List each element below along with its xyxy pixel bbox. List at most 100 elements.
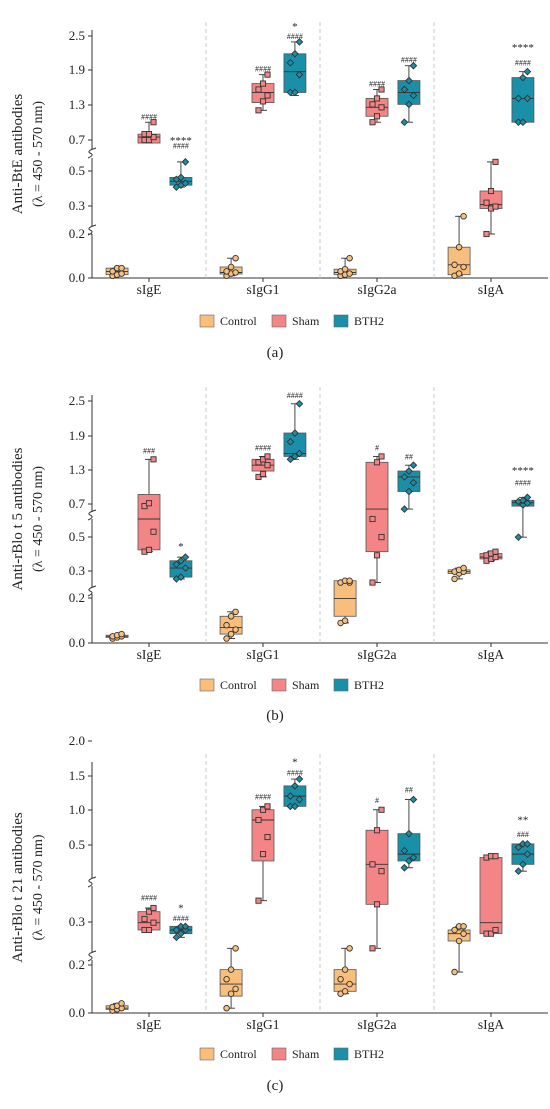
significance-mark: * [178, 541, 184, 553]
data-point [346, 270, 353, 277]
data-point [373, 901, 381, 908]
data-point [232, 626, 239, 633]
data-point [150, 904, 157, 912]
significance-mark: ### [143, 447, 155, 456]
data-point [341, 988, 349, 995]
box-bth2-1 [283, 775, 307, 811]
y-axis-subtitle: (λ = 450 - 570 nm) [31, 466, 46, 572]
y-tick-label: 1.9 [69, 428, 85, 443]
data-point [264, 92, 271, 99]
legend-swatch [271, 314, 287, 328]
y-tick-label: 0.5 [69, 837, 85, 852]
data-point [514, 843, 523, 852]
significance-mark: #### [173, 141, 189, 150]
data-point [400, 118, 409, 127]
legend-label: Control [220, 678, 257, 692]
y-axis-title: Anti-rBlo t 21 antibodies [10, 812, 26, 963]
box-control-3 [447, 564, 471, 583]
data-point [181, 922, 190, 931]
data-point [483, 199, 490, 206]
data-point [523, 67, 532, 76]
data-point [145, 546, 153, 553]
data-point [255, 816, 262, 824]
data-point [409, 795, 418, 804]
data-point [145, 926, 153, 934]
data-point [409, 853, 418, 862]
x-tick-label: sIgA [478, 1017, 504, 1032]
data-point [109, 268, 116, 275]
data-point [141, 915, 148, 923]
data-point [523, 840, 532, 848]
data-point [264, 462, 271, 469]
box-control-1 [219, 608, 243, 642]
y-axis-subtitle: (λ = 450 - 570 nm) [31, 834, 46, 940]
data-point [451, 575, 458, 583]
legend-swatch [199, 314, 215, 328]
data-point [227, 630, 235, 638]
data-point [378, 453, 385, 460]
legend-swatch [199, 1047, 215, 1061]
data-point [460, 564, 467, 572]
data-point [286, 455, 295, 464]
data-point [223, 635, 230, 642]
significance-mark: * [178, 903, 184, 915]
y-tick-label: 0.5 [69, 163, 85, 178]
data-point [291, 782, 299, 790]
data-point [341, 966, 349, 973]
axis-break-mark [87, 509, 97, 521]
data-point [514, 94, 523, 103]
data-point [337, 976, 344, 983]
significance-mark: #### [255, 65, 271, 74]
box-bth2-3 [511, 493, 535, 541]
axis-break-mark [87, 224, 97, 236]
data-point [519, 118, 527, 127]
data-point [400, 846, 409, 855]
box-bth2-2 [397, 795, 421, 872]
data-point [295, 775, 304, 783]
data-point [369, 861, 376, 868]
significance-mark: #### [369, 80, 385, 89]
data-point [259, 851, 267, 858]
box-bth2-1 [283, 399, 307, 464]
data-point [286, 437, 295, 446]
legend: Control Sham BTH2 [199, 314, 384, 328]
box-body [365, 829, 389, 905]
box-bth2-2 [397, 461, 421, 513]
legend-label: BTH2 [354, 314, 384, 328]
box-body [511, 77, 535, 123]
box-bth2-3 [511, 840, 535, 876]
axis-break-mark [87, 147, 97, 159]
significance-mark: #### [287, 391, 303, 400]
box-control-2 [333, 945, 357, 997]
data-point [181, 564, 190, 572]
data-point [177, 173, 185, 182]
legend-swatch [333, 1047, 349, 1061]
data-point [259, 806, 267, 813]
y-tick-label: 1.5 [69, 768, 85, 783]
legend-label: BTH2 [354, 1047, 384, 1061]
data-point [487, 187, 495, 195]
data-point [492, 158, 499, 165]
data-point [369, 579, 376, 586]
box-bth2-0 [169, 922, 193, 942]
x-tick-label: sIgE [137, 1017, 162, 1032]
data-point [400, 863, 409, 872]
y-tick-label: 2.0 [69, 733, 85, 748]
legend: Control Sham BTH2 [199, 1047, 384, 1061]
box-sham-1 [251, 803, 275, 904]
data-point [227, 263, 235, 271]
box-control-2 [333, 254, 357, 280]
data-point [409, 61, 418, 70]
data-point [341, 617, 349, 624]
data-point [255, 897, 262, 904]
data-point [286, 792, 295, 800]
box-control-1 [219, 254, 243, 280]
data-point [295, 70, 304, 79]
box-control-3 [447, 213, 471, 280]
y-axis-title: Anti-BtE antibodies [10, 94, 26, 215]
data-point [291, 452, 299, 461]
significance-mark: **** [170, 135, 192, 147]
data-point [523, 850, 532, 858]
data-point [460, 263, 467, 271]
data-point [492, 926, 499, 934]
